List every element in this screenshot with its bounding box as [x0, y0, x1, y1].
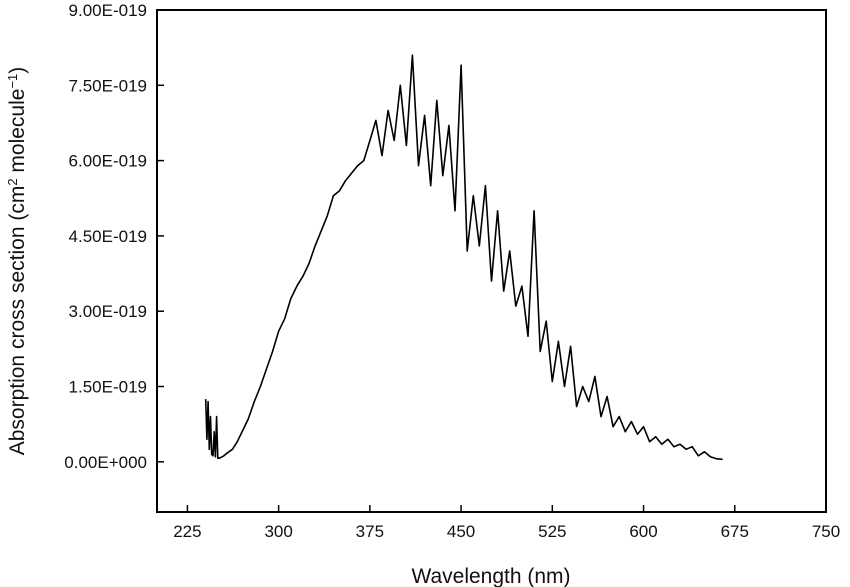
y-tick-label: 1.50E-019: [69, 378, 147, 397]
x-tick-label: 225: [173, 522, 201, 541]
plot-frame: [156, 9, 827, 513]
x-tick-label: 600: [629, 522, 657, 541]
x-tick-label: 450: [447, 522, 475, 541]
y-tick-label: 3.00E-019: [69, 302, 147, 321]
y-tick-label: 9.00E-019: [69, 1, 147, 20]
x-axis-ticks: 225 300 375 450 525 600 675 750: [173, 505, 840, 541]
x-axis-title: Wavelength (nm): [411, 565, 570, 587]
y-axis-title-suffix: ): [6, 67, 29, 74]
y-axis-title: Absorption cross section (cm2 molecule−1…: [5, 67, 30, 456]
y-axis-title-middle: molecule: [6, 89, 29, 179]
y-axis-title-sup1: 2: [5, 178, 20, 185]
x-tick-label: 675: [721, 522, 749, 541]
y-tick-label: 6.00E-019: [69, 152, 147, 171]
series-line: [204, 54, 723, 461]
x-tick-label: 750: [812, 522, 840, 541]
y-tick-label: 4.50E-019: [69, 227, 147, 246]
x-tick-label: 525: [538, 522, 566, 541]
y-axis-title-sup2: −1: [5, 74, 20, 89]
x-tick-label: 375: [356, 522, 384, 541]
x-tick-label: 300: [264, 522, 292, 541]
y-tick-label: 7.50E-019: [69, 76, 147, 95]
y-tick-label: 0.00E+000: [64, 453, 147, 472]
y-axis-title-prefix: Absorption cross section (cm: [6, 186, 29, 456]
y-axis-ticks: 0.00E+000 1.50E-019 3.00E-019 4.50E-019 6.00…: [64, 1, 164, 472]
